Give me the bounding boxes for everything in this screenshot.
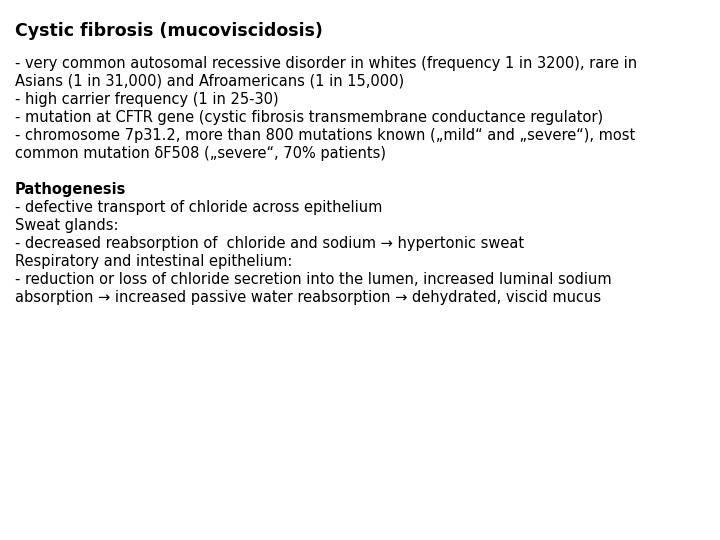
Text: absorption → increased passive water reabsorption → dehydrated, viscid mucus: absorption → increased passive water rea… [15,290,601,305]
Text: Asians (1 in 31,000) and Afroamericans (1 in 15,000): Asians (1 in 31,000) and Afroamericans (… [15,74,404,89]
Text: common mutation δF508 („severe“, 70% patients): common mutation δF508 („severe“, 70% pat… [15,146,386,161]
Text: - chromosome 7p31.2, more than 800 mutations known („mild“ and „severe“), most: - chromosome 7p31.2, more than 800 mutat… [15,128,635,143]
Text: Pathogenesis: Pathogenesis [15,182,127,197]
Text: Sweat glands:: Sweat glands: [15,218,119,233]
Text: - high carrier frequency (1 in 25-30): - high carrier frequency (1 in 25-30) [15,92,279,107]
Text: - defective transport of chloride across epithelium: - defective transport of chloride across… [15,200,382,215]
Text: - very common autosomal recessive disorder in whites (frequency 1 in 3200), rare: - very common autosomal recessive disord… [15,56,637,71]
Text: - reduction or loss of chloride secretion into the lumen, increased luminal sodi: - reduction or loss of chloride secretio… [15,272,611,287]
Text: Cystic fibrosis (mucoviscidosis): Cystic fibrosis (mucoviscidosis) [15,22,323,40]
Text: - decreased reabsorption of  chloride and sodium → hypertonic sweat: - decreased reabsorption of chloride and… [15,236,524,251]
Text: - mutation at CFTR gene (cystic fibrosis transmembrane conductance regulator): - mutation at CFTR gene (cystic fibrosis… [15,110,603,125]
Text: Respiratory and intestinal epithelium:: Respiratory and intestinal epithelium: [15,254,292,269]
